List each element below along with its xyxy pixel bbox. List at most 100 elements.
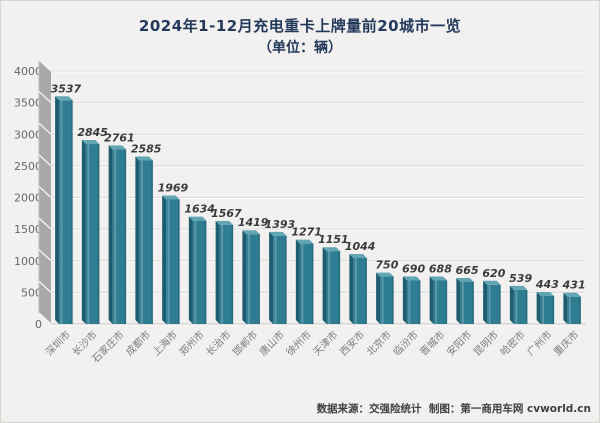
- bar-right-shade: [151, 160, 153, 324]
- bar-side-face: [295, 239, 300, 324]
- bar-highlight: [408, 280, 411, 324]
- bar-right-shade: [499, 284, 501, 324]
- bar-highlight: [435, 280, 438, 324]
- bar-top-face: [135, 156, 153, 161]
- bar-value-label: 443: [535, 278, 559, 291]
- bar-highlight: [140, 160, 143, 324]
- bar-highlight: [114, 149, 117, 324]
- bar-value-label: 1151: [318, 233, 349, 246]
- bar-side-face: [456, 277, 461, 324]
- bar: [460, 281, 474, 324]
- chart-subtitle: （单位：辆）: [258, 40, 342, 56]
- bar-value-label: 750: [375, 259, 398, 272]
- y-axis-tick-label: 2000: [14, 192, 42, 205]
- bar-highlight: [488, 284, 491, 324]
- bar-right-shade: [552, 295, 555, 324]
- bar-right-shade: [525, 289, 528, 324]
- bar-side-face: [188, 216, 193, 324]
- bar-right-shade: [392, 276, 394, 324]
- bar-side-face: [269, 231, 274, 324]
- bar-side-face: [536, 291, 541, 324]
- bar-side-face: [81, 140, 86, 324]
- bar-highlight: [381, 276, 384, 324]
- bar-right-shade: [365, 257, 367, 324]
- source-note: 数据来源：交强险统计 制图：第一商用车网 cvworld.cn: [316, 403, 591, 415]
- bar-side-face: [402, 276, 407, 324]
- bar-side-face: [215, 220, 220, 324]
- bar: [487, 284, 501, 324]
- bar-right-shade: [472, 281, 474, 324]
- y-axis-tick-label: 1500: [14, 223, 42, 236]
- bar-right-shade: [338, 251, 341, 324]
- bar-right-shade: [71, 100, 73, 324]
- bar-top-face: [509, 285, 528, 290]
- bar-value-label: 1271: [291, 226, 322, 239]
- bar-highlight: [60, 100, 63, 324]
- bar-top-face: [456, 277, 474, 282]
- bar: [380, 276, 394, 324]
- x-axis-category-label: 徐州市: [283, 328, 313, 358]
- bar-side-face: [483, 280, 488, 324]
- bar-value-label: 3537: [51, 82, 82, 95]
- bar-top-face: [563, 292, 581, 297]
- bar: [299, 243, 314, 324]
- bar-side-face: [429, 276, 434, 324]
- bar-side-face: [108, 145, 113, 324]
- bar-right-shade: [178, 199, 180, 324]
- bar: [326, 251, 341, 324]
- bar-value-label: 1393: [265, 218, 296, 231]
- x-axis-category-label: 广州市: [524, 328, 554, 358]
- bar: [567, 296, 581, 324]
- x-axis-category-label: 哈密市: [497, 328, 527, 358]
- bar-right-shade: [97, 144, 100, 324]
- y-axis-tick-label: 2500: [14, 160, 42, 173]
- bar-value-label: 690: [402, 262, 425, 275]
- axis-wall-tick: [38, 122, 52, 135]
- bar: [192, 220, 207, 324]
- bar-right-shade: [418, 280, 421, 324]
- bar-top-face: [269, 231, 287, 236]
- bar-highlight: [328, 251, 331, 324]
- bar-right-shade: [204, 220, 207, 324]
- x-axis-category-label: 郑州市: [176, 328, 206, 358]
- y-axis-tick-label: 1000: [14, 255, 42, 268]
- bar: [540, 295, 555, 324]
- bar-value-label: 431: [562, 279, 586, 292]
- bar-top-face: [376, 272, 394, 277]
- x-axis-category-label: 邯郸市: [230, 328, 260, 358]
- bar-highlight: [515, 289, 518, 324]
- bar-side-face: [563, 292, 568, 324]
- bar: [85, 144, 100, 324]
- bar-value-label: 1044: [345, 240, 376, 253]
- bar-top-face: [429, 276, 448, 281]
- bar-top-face: [162, 195, 180, 200]
- bar-right-shade: [231, 224, 234, 324]
- bar: [166, 199, 180, 324]
- bar-highlight: [568, 296, 571, 324]
- axis-wall-tick: [38, 186, 52, 198]
- bar: [353, 257, 367, 324]
- bar-right-shade: [579, 296, 581, 324]
- bar-top-face: [349, 253, 367, 258]
- bar: [139, 160, 153, 324]
- y-axis-tick-label: 4000: [14, 65, 42, 78]
- bar: [59, 100, 73, 324]
- x-axis-category-label: 安阳市: [444, 328, 474, 358]
- x-axis-category-label: 唐山市: [257, 328, 287, 358]
- bar-side-face: [376, 272, 381, 324]
- bar-highlight: [247, 234, 250, 324]
- bar-right-shade: [258, 234, 260, 324]
- chart-title: 2024年1-12月充电重卡上牌量前20城市一览: [138, 17, 462, 35]
- bar-value-label: 539: [509, 272, 532, 285]
- y-axis-tick-label: 0: [35, 318, 42, 331]
- bar-top-face: [215, 220, 234, 225]
- bar: [433, 280, 448, 324]
- y-axis-tick-label: 3500: [14, 97, 42, 110]
- bar-highlight: [461, 281, 464, 324]
- bar-right-shade: [311, 243, 314, 324]
- bar-side-face: [242, 230, 247, 324]
- bar: [246, 234, 260, 324]
- x-axis-category-label: 长治市: [203, 328, 233, 358]
